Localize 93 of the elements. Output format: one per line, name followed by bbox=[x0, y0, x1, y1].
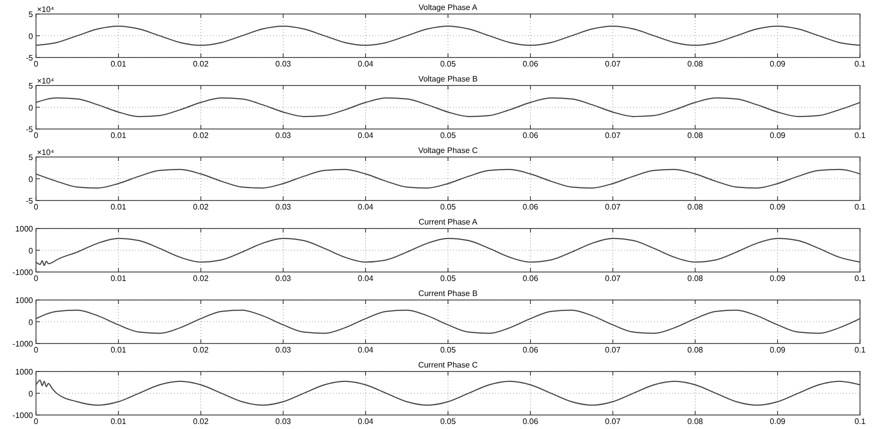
x-tick-label: 0.06 bbox=[522, 346, 539, 354]
line-series bbox=[35, 97, 861, 118]
x-tick-label: 0.01 bbox=[110, 131, 127, 140]
x-tick-label: 0.02 bbox=[193, 60, 210, 68]
y-tick-label: 0 bbox=[28, 246, 34, 256]
x-tick-label: 0.06 bbox=[522, 417, 539, 426]
x-tick-label: 0.02 bbox=[193, 417, 210, 426]
x-tick-label: 0.06 bbox=[522, 202, 539, 212]
y-tick-label: 0 bbox=[28, 389, 34, 398]
x-tick-label: 0.04 bbox=[358, 202, 374, 212]
chart-title: Current Phase B bbox=[418, 289, 478, 298]
x-tick-label: 0.08 bbox=[687, 417, 704, 426]
x-tick-label: 0.08 bbox=[687, 346, 704, 354]
x-tick-label: 0.02 bbox=[193, 131, 210, 140]
x-tick-label: 0.06 bbox=[522, 60, 539, 68]
y-tick-label: 0 bbox=[28, 32, 34, 41]
y-tick-label: 1000 bbox=[15, 368, 34, 376]
x-tick-label: 0.09 bbox=[770, 60, 786, 68]
x-tick-label: 0.03 bbox=[275, 60, 292, 68]
line-series bbox=[35, 168, 861, 189]
y-tick-label: 0 bbox=[28, 318, 34, 327]
chart-title: Voltage Phase C bbox=[418, 146, 478, 155]
x-tick-label: 0.07 bbox=[605, 60, 622, 68]
x-tick-label: 0.09 bbox=[770, 202, 786, 212]
y-tick-label: 0 bbox=[28, 174, 34, 184]
y-tick-label: 5 bbox=[28, 82, 34, 90]
y-tick-label: -1000 bbox=[12, 340, 34, 348]
x-tick-label: 0.02 bbox=[193, 202, 210, 212]
x-tick-label: 0.02 bbox=[193, 274, 210, 283]
y-tick-label: -5 bbox=[26, 125, 34, 134]
x-tick-label: 0.08 bbox=[687, 274, 704, 283]
x-tick-label: 0.05 bbox=[440, 60, 456, 68]
x-tick-label: 0.03 bbox=[275, 274, 292, 283]
x-tick-label: 0.09 bbox=[770, 131, 786, 140]
y-tick-label: -1000 bbox=[12, 268, 34, 277]
x-tick-label: 0.06 bbox=[522, 274, 539, 283]
x-tick-label: 0.05 bbox=[440, 131, 456, 140]
line-series bbox=[35, 238, 861, 266]
chart-title: Voltage Phase A bbox=[418, 3, 478, 12]
x-tick-label: 0.04 bbox=[358, 131, 374, 140]
x-tick-label: 0.07 bbox=[605, 202, 622, 212]
x-tick-label: 0.08 bbox=[687, 131, 704, 140]
annotation: ×10⁴ bbox=[37, 76, 55, 86]
x-tick-label: 0.07 bbox=[605, 346, 622, 354]
x-tick-label: 0.05 bbox=[440, 417, 456, 426]
annotation: ×10⁴ bbox=[37, 148, 55, 157]
y-tick-label: 5 bbox=[28, 153, 34, 162]
line-series bbox=[35, 380, 861, 406]
x-tick-label: 0.03 bbox=[275, 131, 292, 140]
x-tick-label: 0.03 bbox=[275, 346, 292, 354]
x-tick-label: 0.07 bbox=[605, 131, 622, 140]
x-tick-label: 0.06 bbox=[522, 131, 539, 140]
x-tick-label: 0.09 bbox=[770, 346, 786, 354]
x-tick-label: 0.05 bbox=[440, 346, 456, 354]
x-tick-label: 0.04 bbox=[358, 417, 374, 426]
x-tick-label: 0.07 bbox=[605, 417, 622, 426]
y-tick-label: 1000 bbox=[15, 224, 34, 234]
chart-title: Voltage Phase B bbox=[418, 74, 478, 84]
x-tick-label: 0.02 bbox=[193, 346, 210, 354]
line-series bbox=[35, 310, 861, 334]
x-tick-label: 0.03 bbox=[275, 202, 292, 212]
x-tick-label: 0.01 bbox=[110, 202, 127, 212]
x-tick-label: 0.1 bbox=[854, 131, 866, 140]
x-tick-label: 0.1 bbox=[854, 346, 866, 354]
y-tick-label: 0 bbox=[28, 103, 34, 112]
y-tick-label: -5 bbox=[26, 196, 34, 206]
x-tick-label: 0.1 bbox=[854, 202, 866, 212]
chart-title: Current Phase C bbox=[418, 360, 478, 370]
chart-title: Current Phase A bbox=[418, 218, 478, 226]
y-tick-label: -1000 bbox=[12, 411, 34, 420]
x-tick-label: 0.07 bbox=[605, 274, 622, 283]
y-tick-label: -5 bbox=[26, 54, 34, 62]
x-tick-label: 0.08 bbox=[687, 202, 704, 212]
x-tick-label: 0.01 bbox=[110, 274, 127, 283]
x-tick-label: 0.05 bbox=[440, 274, 456, 283]
x-tick-label: 0.01 bbox=[110, 60, 127, 68]
y-tick-label: 5 bbox=[28, 10, 34, 19]
line-series bbox=[35, 26, 861, 46]
x-tick-label: 0.04 bbox=[358, 274, 374, 283]
x-tick-label: 0.03 bbox=[275, 417, 292, 426]
y-tick-label: 1000 bbox=[15, 296, 34, 305]
x-tick-label: 0.01 bbox=[110, 346, 127, 354]
x-tick-label: 0.05 bbox=[440, 202, 456, 212]
x-tick-label: 0.04 bbox=[358, 346, 374, 354]
x-tick-label: 0.1 bbox=[854, 274, 866, 283]
x-tick-label: 0.04 bbox=[358, 60, 374, 68]
x-tick-label: 0.09 bbox=[770, 274, 786, 283]
x-tick-label: 0.08 bbox=[687, 60, 704, 68]
x-tick-label: 0.09 bbox=[770, 417, 786, 426]
x-tick-label: 0.1 bbox=[854, 417, 866, 426]
x-tick-label: 0.1 bbox=[854, 60, 866, 68]
annotation: ×10⁴ bbox=[37, 5, 55, 14]
x-tick-label: 0.01 bbox=[110, 417, 127, 426]
